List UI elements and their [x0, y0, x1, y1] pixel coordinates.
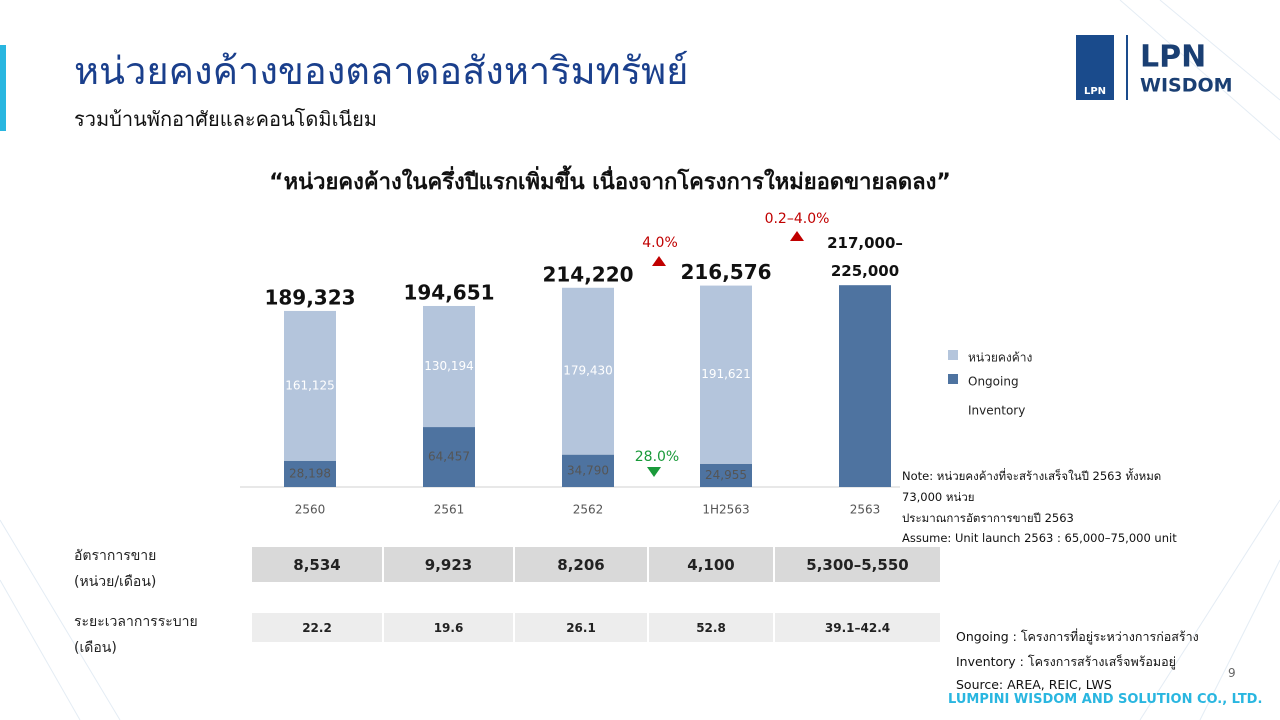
note-line: Note: หน่วยคงค้างที่จะสร้างเสร็จในปี 256…	[902, 469, 1162, 483]
table-cell: 8,534	[252, 547, 382, 582]
segment-label: 64,457	[428, 450, 470, 464]
definition-line: Ongoing : โครงการที่อยู่ระหว่างการก่อสร้…	[956, 629, 1199, 644]
accent-bar	[0, 45, 6, 131]
change-label: 4.0%	[642, 235, 678, 251]
total-label: 217,000–225,000	[827, 234, 903, 281]
x-tick-label: 2563	[850, 503, 881, 517]
table-cell: 5,300–5,550	[775, 547, 940, 582]
x-tick-label: 1H2563	[702, 503, 749, 517]
definition-line: Inventory : โครงการสร้างเสร็จพร้อมอยู่	[956, 654, 1176, 669]
bar-segment	[284, 460, 336, 487]
subtitle: รวมบ้านพักอาศัยและคอนโดมิเนียม	[74, 107, 377, 131]
bar-segment	[562, 287, 614, 455]
logo-name: LPN	[1140, 40, 1206, 75]
total-label: 216,576	[680, 260, 771, 284]
total-label: 189,323	[264, 285, 355, 309]
x-tick-label: 2560	[295, 503, 326, 517]
legend-swatch	[948, 350, 958, 360]
change-arrow	[647, 467, 661, 477]
table-cell: 9,923	[384, 547, 513, 582]
definition-line: Source: AREA, REIC, LWS	[956, 677, 1112, 692]
title: หน่วยคงค้างของตลาดอสังหาริมทรัพย์	[74, 49, 689, 93]
note-line: Assume: Unit launch 2563 : 65,000–75,000…	[902, 531, 1177, 545]
bar-segment	[562, 454, 614, 487]
segment-label: 179,430	[563, 364, 613, 378]
change-arrow	[790, 231, 804, 241]
row-label: (เดือน)	[74, 640, 117, 656]
table-cell: 22.2	[252, 613, 382, 642]
page-number: 9	[1228, 666, 1236, 680]
table-cell: 52.8	[649, 613, 773, 642]
logo-tagline: WISDOM	[1140, 75, 1233, 97]
footer: LUMPINI WISDOM AND SOLUTION CO., LTD.	[948, 692, 1263, 707]
segment-label: 191,621	[701, 367, 751, 381]
total-label: 214,220	[542, 262, 633, 286]
note-line: 73,000 หน่วย	[902, 490, 975, 504]
segment-label: 130,194	[424, 359, 474, 373]
change-label: 0.2–4.0%	[765, 211, 830, 227]
legend-label: Ongoing	[968, 375, 1019, 389]
segment-label: 24,955	[705, 468, 747, 482]
segment-label: 34,790	[567, 463, 609, 477]
table-cell: 19.6	[384, 613, 513, 642]
bar-segment	[700, 463, 752, 487]
table-cell: 26.1	[515, 613, 647, 642]
bar-total	[839, 285, 891, 487]
bar-segment	[284, 310, 336, 461]
change-label: 28.0%	[635, 449, 679, 465]
row-label: (หน่วย/เดือน)	[74, 574, 157, 590]
table-cell: 39.1–42.4	[775, 613, 940, 642]
row-label: ระยะเวลาการระบาย	[74, 614, 198, 630]
note-line: ประมาณการอัตราการขายปี 2563	[902, 511, 1074, 525]
x-tick-label: 2561	[434, 503, 465, 517]
legend-label: หน่วยคงค้าง	[968, 351, 1032, 365]
table-cell: 4,100	[649, 547, 773, 582]
bar-segment	[423, 305, 475, 428]
segment-label: 161,125	[285, 378, 335, 392]
bar-segment	[423, 427, 475, 487]
table-cell: 8,206	[515, 547, 647, 582]
legend-swatch	[948, 374, 958, 384]
change-arrow	[652, 256, 666, 266]
x-tick-label: 2562	[573, 503, 604, 517]
chart-title: “หน่วยคงค้างในครึ่งปีแรกเพิ่มขึ้น เนื่อง…	[269, 170, 951, 195]
logo-mark-text: LPN	[1084, 86, 1106, 97]
total-label: 194,651	[403, 280, 494, 304]
bar-segment	[700, 285, 752, 464]
segment-label: 28,198	[289, 466, 331, 480]
row-label: อัตราการขาย	[74, 548, 157, 564]
legend-label: Inventory	[968, 404, 1025, 418]
logo-mark	[1076, 35, 1114, 100]
